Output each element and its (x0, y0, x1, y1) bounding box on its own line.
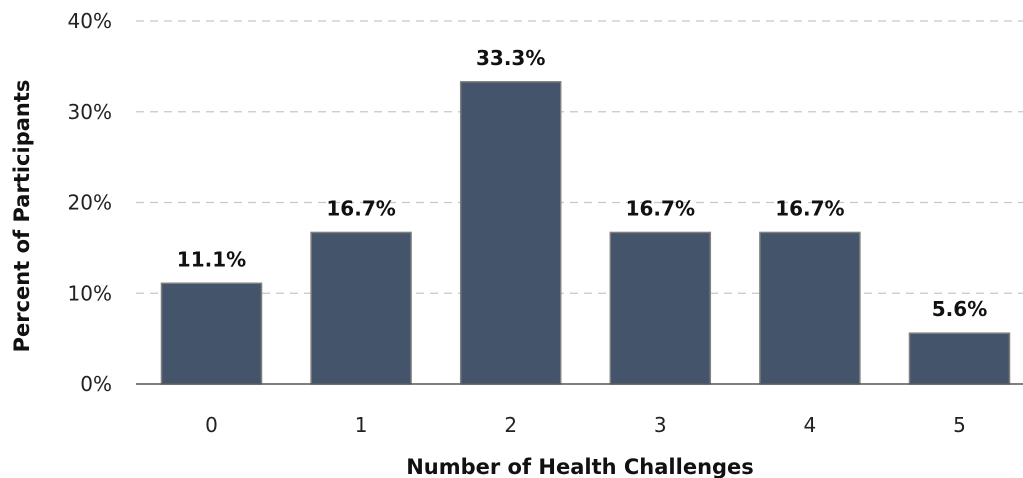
x-tick-label: 1 (355, 413, 368, 437)
bar (759, 231, 861, 385)
data-label: 11.1% (177, 247, 246, 271)
bar (908, 332, 1011, 385)
y-tick-label: 10% (68, 281, 112, 305)
y-tick-label: 20% (68, 191, 112, 215)
y-axis-ticks: 0% 10% 20% 30% 40% (68, 9, 112, 396)
x-tick-label: 3 (654, 413, 667, 437)
bar (160, 282, 263, 385)
gridlines (136, 20, 1023, 294)
x-tick-label: 0 (205, 413, 218, 437)
y-axis-title: Percent of Participants (10, 80, 34, 353)
data-label: 16.7% (326, 196, 395, 220)
data-label: 16.7% (775, 196, 844, 220)
bar (459, 81, 562, 385)
data-labels: 11.1% 16.7% 33.3% 16.7% 16.7% 5.6% (177, 46, 987, 321)
x-tick-label: 2 (504, 413, 517, 437)
bars (160, 81, 1011, 385)
data-label: 16.7% (626, 196, 695, 220)
x-tick-label: 4 (804, 413, 817, 437)
y-tick-label: 0% (80, 372, 112, 396)
x-axis-ticks: 0 1 2 3 4 5 (205, 413, 966, 437)
x-tick-label: 5 (953, 413, 966, 437)
y-tick-label: 40% (68, 9, 112, 33)
data-label: 33.3% (476, 46, 545, 70)
y-tick-label: 30% (68, 100, 112, 124)
x-axis-title: Number of Health Challenges (406, 455, 754, 478)
data-label: 5.6% (932, 297, 987, 321)
bar (609, 231, 712, 385)
bar (310, 231, 412, 385)
